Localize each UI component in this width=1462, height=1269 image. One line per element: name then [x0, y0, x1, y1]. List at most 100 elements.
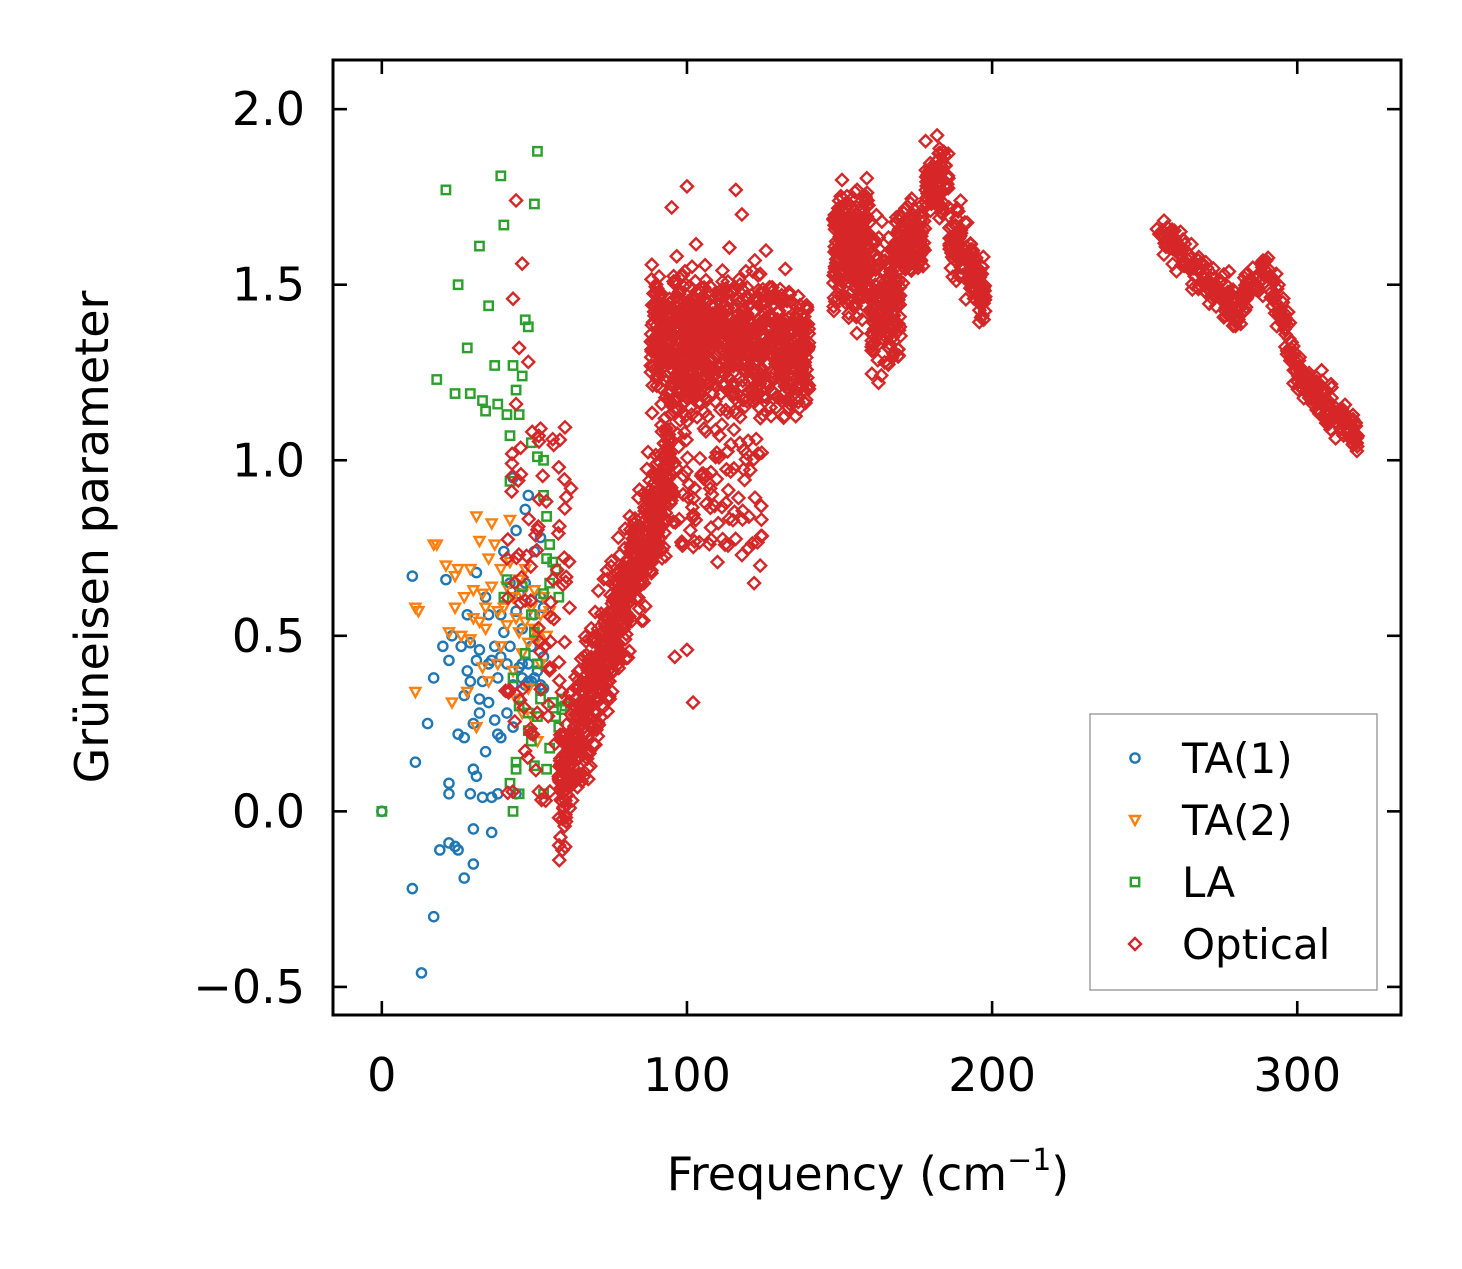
data-point	[472, 535, 487, 549]
data-point	[692, 450, 708, 467]
data-point	[411, 606, 426, 619]
data-point	[545, 431, 561, 447]
data-point	[726, 460, 742, 477]
data-point	[507, 360, 519, 371]
data-point	[473, 693, 486, 705]
data-point	[1338, 407, 1354, 423]
data-point	[783, 383, 799, 399]
data-point	[540, 708, 556, 724]
data-point	[840, 290, 856, 307]
data-point	[505, 783, 521, 800]
data-point	[669, 425, 685, 442]
data-point	[847, 254, 863, 270]
data-point	[521, 637, 536, 651]
data-point	[555, 785, 571, 802]
data-point	[893, 227, 909, 243]
data-point	[533, 792, 550, 808]
data-point	[541, 511, 553, 522]
data-point	[1344, 429, 1360, 445]
data-point	[531, 634, 548, 650]
data-point	[798, 297, 815, 313]
data-point	[470, 770, 483, 783]
data-point	[1342, 429, 1358, 445]
data-point	[1222, 297, 1238, 313]
data-point	[1285, 338, 1301, 354]
data-point	[572, 705, 588, 721]
legend-item: TA(1)	[1129, 734, 1293, 783]
data-point	[1254, 259, 1270, 276]
data-point	[408, 686, 423, 700]
data-point	[560, 740, 577, 756]
data-point	[721, 239, 738, 256]
data-point	[747, 332, 764, 348]
data-point	[467, 858, 480, 870]
data-point	[601, 688, 617, 704]
data-point	[682, 522, 698, 538]
data-point	[835, 273, 851, 289]
data-point	[942, 236, 958, 252]
data-point	[753, 347, 769, 363]
legend-label: Optical	[1182, 920, 1330, 969]
data-point	[1291, 349, 1308, 365]
data-point	[644, 405, 660, 421]
data-point	[836, 290, 852, 306]
data-point	[685, 506, 702, 523]
data-point	[949, 202, 965, 219]
data-point	[578, 633, 594, 650]
data-point	[721, 510, 737, 527]
legend-marker	[1127, 814, 1143, 828]
data-point	[538, 588, 549, 600]
data-point	[530, 620, 547, 636]
data-point	[561, 553, 577, 570]
data-point	[515, 681, 531, 697]
data-point	[649, 367, 666, 384]
data-point	[969, 270, 986, 286]
data-point	[549, 562, 565, 578]
data-point	[886, 271, 903, 287]
data-point	[846, 212, 862, 228]
data-point	[931, 145, 947, 162]
data-point	[945, 269, 961, 285]
legend-marker	[1129, 752, 1141, 764]
data-point	[553, 756, 569, 772]
data-point	[661, 469, 677, 486]
data-point	[870, 375, 887, 391]
data-point	[501, 707, 513, 719]
data-point	[679, 450, 696, 466]
data-point	[1349, 438, 1365, 455]
data-point	[720, 300, 736, 316]
data-point	[728, 182, 744, 198]
data-point	[884, 350, 900, 366]
x-tick-label: 200	[948, 1048, 1036, 1102]
data-point	[461, 342, 473, 354]
data-point	[1314, 373, 1330, 389]
data-point	[659, 323, 675, 339]
data-point	[510, 756, 522, 768]
data-point	[796, 382, 812, 398]
legend-label: TA(1)	[1181, 734, 1293, 783]
data-point	[675, 468, 691, 484]
data-point	[596, 571, 612, 587]
data-point	[522, 720, 539, 737]
data-point	[466, 584, 481, 598]
data-point	[479, 745, 492, 758]
data-point	[1319, 383, 1336, 400]
data-point	[507, 721, 519, 733]
data-point	[525, 609, 537, 621]
data-point	[711, 449, 727, 466]
data-point	[831, 279, 847, 295]
y-tick-label: 0.0	[232, 784, 305, 838]
data-point	[563, 724, 579, 740]
data-point	[613, 618, 629, 634]
data-point	[864, 293, 880, 309]
data-point	[949, 200, 965, 216]
data-point	[737, 398, 753, 415]
data-point	[630, 490, 647, 506]
data-point	[504, 468, 521, 484]
data-point	[626, 575, 642, 592]
data-point	[734, 547, 750, 563]
data-point	[747, 252, 763, 269]
data-point	[710, 515, 726, 531]
data-point	[959, 214, 975, 231]
data-point	[507, 713, 523, 730]
